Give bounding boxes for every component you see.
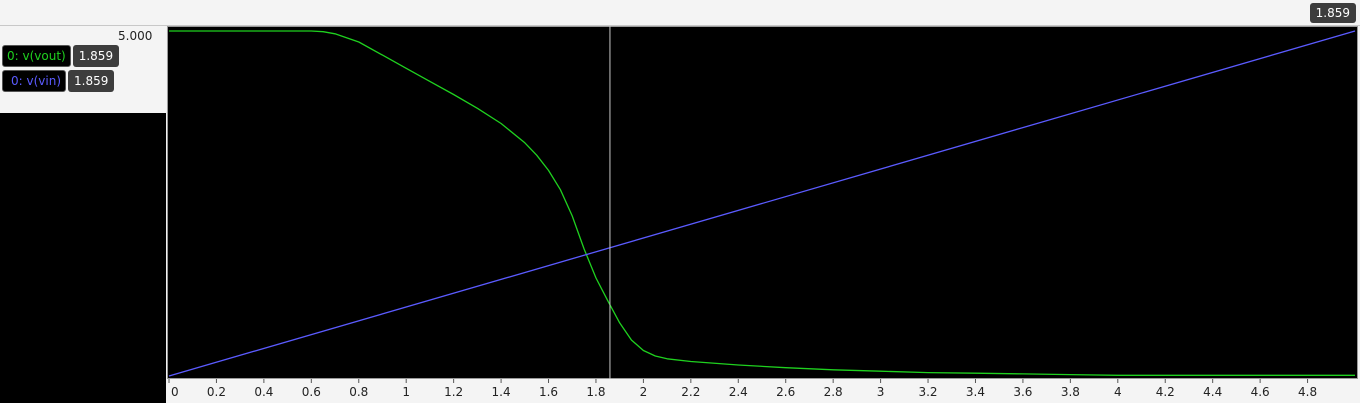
x-tick-label: 1.4	[492, 385, 511, 399]
x-axis: 0 0.2 0.4 0.6 0.8 1 1.2 1.4 1.6 1.8 2 2.2 2.4 2.6 2.8 3…	[166, 379, 1360, 403]
y-axis-max-label: 5.000	[118, 29, 153, 43]
x-tick-label: 3.4	[966, 385, 985, 399]
trace-legend-pane: 5.000 0: v(vout) 1.859 0: v(vin) 1.859	[0, 26, 166, 403]
plot-frame	[167, 26, 1358, 379]
x-tick-label: 0.8	[349, 385, 368, 399]
x-axis-canvas: 0 0.2 0.4 0.6 0.8 1 1.2 1.4 1.6 1.8 2 2.2 2.4 2.6 2.8 3…	[168, 379, 1317, 399]
x-tick-label: 4.6	[1251, 385, 1270, 399]
x-tick-label: 4.8	[1298, 385, 1317, 399]
trace-value-vin: 1.859	[68, 70, 115, 92]
trace-row-vin[interactable]: 0: v(vin) 1.859	[2, 70, 115, 92]
x-tick-label: 0.4	[254, 385, 273, 399]
x-tick-label: 1.6	[539, 385, 558, 399]
trace-label-vin[interactable]: 0: v(vin)	[2, 70, 66, 92]
trace-value-vout: 1.859	[72, 45, 120, 67]
x-tick-label: 1.2	[444, 385, 463, 399]
x-tick-label: 3.2	[918, 385, 937, 399]
plot-canvas[interactable]	[167, 26, 1358, 379]
x-tick-label: 1.8	[586, 385, 605, 399]
series-line-vout	[169, 30, 1355, 376]
x-tick-label: 3.6	[1013, 385, 1032, 399]
x-tick-label: 2	[640, 385, 648, 399]
x-tick-label: 0.2	[207, 385, 226, 399]
x-tick-label: 4	[1114, 385, 1122, 399]
x-tick-label: 2.8	[824, 385, 843, 399]
top-toolbar: 1.859	[0, 0, 1360, 26]
trace-label-vout[interactable]: 0: v(vout)	[2, 45, 71, 67]
trace-row-vout[interactable]: 0: v(vout) 1.859	[2, 45, 120, 67]
x-tick-label: 4.2	[1156, 385, 1175, 399]
x-tick-label: 3	[877, 385, 885, 399]
cursor-readout: 1.859	[1309, 3, 1356, 23]
x-tick-label: 0	[171, 385, 179, 399]
x-tick-label: 3.8	[1061, 385, 1080, 399]
plot-area[interactable]	[167, 26, 1358, 379]
x-tick-label: 4.4	[1203, 385, 1222, 399]
x-tick-label: 2.2	[681, 385, 700, 399]
x-tick-label: 2.4	[729, 385, 748, 399]
series-line-vin	[168, 30, 1356, 377]
x-tick-label: 0.6	[302, 385, 321, 399]
x-tick-label: 1	[402, 385, 410, 399]
x-tick-label: 2.6	[776, 385, 795, 399]
legend-header: 5.000 0: v(vout) 1.859 0: v(vin) 1.859	[0, 26, 166, 113]
